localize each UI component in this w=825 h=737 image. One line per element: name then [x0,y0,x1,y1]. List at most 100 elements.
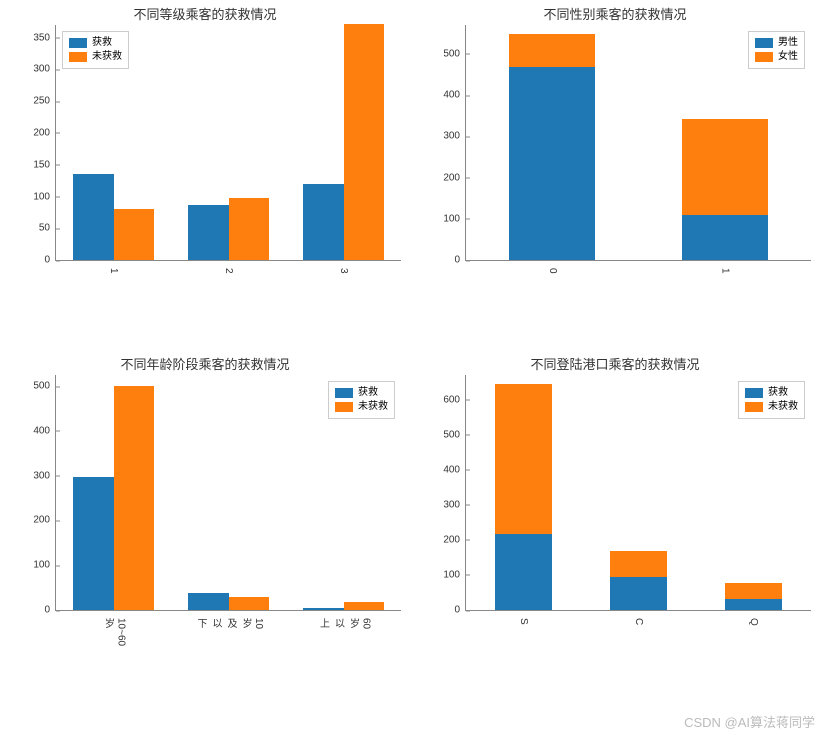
x-tick-label: 1 [719,260,730,274]
bar [188,593,228,610]
y-tick-label: 500 [443,429,466,440]
legend-item: 获救 [745,386,798,400]
legend-label: 女性 [778,50,798,64]
legend-swatch [335,388,353,398]
chart-title: 不同性别乘客的获救情况 [410,4,820,23]
legend-item: 获救 [335,386,388,400]
x-tick-label: 10~60岁 [101,610,127,646]
plot-area: 010020030040050001男性女性 [465,25,811,261]
y-tick-label: 0 [454,255,466,266]
bar [509,67,595,260]
y-tick-label: 100 [33,560,56,571]
y-tick-label: 300 [33,470,56,481]
legend-item: 未获救 [745,400,798,414]
bar [303,608,343,610]
bar [229,597,269,610]
panel-sex: 不同性别乘客的获救情况010020030040050001男性女性 [410,0,820,350]
y-tick-label: 100 [33,191,56,202]
plot-area: 050100150200250300350123获救未获救 [55,25,401,261]
y-tick-label: 200 [443,172,466,183]
legend-label: 未获救 [92,50,122,64]
bar [114,209,154,260]
legend-swatch [745,402,763,412]
bar [229,198,269,260]
y-tick-label: 300 [443,499,466,510]
bar [344,24,384,260]
y-tick-label: 100 [443,569,466,580]
legend-label: 未获救 [358,400,388,414]
y-tick-label: 200 [33,127,56,138]
bar [682,119,768,215]
bar [725,599,783,610]
y-tick-label: 400 [443,464,466,475]
legend-item: 获救 [69,36,122,50]
legend-label: 未获救 [768,400,798,414]
bar [188,205,228,260]
x-tick-label: C [633,610,644,625]
legend: 获救未获救 [328,381,395,419]
legend-label: 男性 [778,36,798,50]
legend: 获救未获救 [62,31,129,69]
legend-swatch [69,38,87,48]
y-tick-label: 400 [33,425,56,436]
legend-swatch [755,38,773,48]
y-tick-label: 0 [454,605,466,616]
panel-embarked: 不同登陆港口乘客的获救情况0100200300400500600SCQ获救未获救 [410,350,820,700]
x-tick-label: S [518,610,529,625]
bar [73,174,113,260]
y-tick-label: 300 [443,131,466,142]
legend-item: 未获救 [335,400,388,414]
x-tick-label: 10岁及以下 [193,610,264,629]
x-tick-label: 60岁以上 [316,610,372,629]
legend: 男性女性 [748,31,805,69]
plot-area: 010020030040050010~60岁10岁及以下60岁以上获救未获救 [55,375,401,611]
legend-label: 获救 [358,386,378,400]
y-tick-label: 150 [33,159,56,170]
legend-item: 未获救 [69,50,122,64]
y-tick-label: 400 [443,90,466,101]
y-tick-label: 200 [443,534,466,545]
bar [725,583,783,599]
legend-swatch [69,52,87,62]
x-tick-label: 0 [547,260,558,274]
bar [303,184,343,260]
bar [73,477,113,610]
y-tick-label: 350 [33,32,56,43]
x-tick-label: 3 [338,260,349,274]
bar [682,215,768,260]
legend-swatch [335,402,353,412]
y-tick-label: 300 [33,64,56,75]
chart-title: 不同等级乘客的获救情况 [0,4,410,23]
bar [610,577,668,610]
y-tick-label: 500 [443,48,466,59]
legend-item: 女性 [755,50,798,64]
legend-swatch [755,52,773,62]
legend-label: 获救 [768,386,788,400]
bar [344,602,384,610]
panel-pclass: 不同等级乘客的获救情况 050100150200250300350123获救未获救 [0,0,410,350]
legend: 获救未获救 [738,381,805,419]
plot-area: 0100200300400500600SCQ获救未获救 [465,375,811,611]
chart-title: 不同登陆港口乘客的获救情况 [410,354,820,373]
y-tick-label: 50 [39,223,56,234]
y-tick-label: 250 [33,96,56,107]
x-tick-label: Q [748,610,759,626]
legend-label: 获救 [92,36,112,50]
legend-item: 男性 [755,36,798,50]
y-tick-label: 600 [443,394,466,405]
bar [495,384,553,534]
y-tick-label: 0 [44,605,56,616]
y-tick-label: 200 [33,515,56,526]
subplot-grid: 不同等级乘客的获救情况050100150200250300350123获救未获救… [0,0,820,700]
bar [114,386,154,610]
y-tick-label: 500 [33,381,56,392]
figure: 不同等级乘客的获救情况050100150200250300350123获救未获救… [0,0,825,737]
chart-title: 不同年龄阶段乘客的获救情况 [0,354,410,373]
bar [509,34,595,67]
x-tick-label: 2 [223,260,234,274]
x-tick-label: 1 [108,260,119,274]
panel-age: 不同年龄阶段乘客的获救情况010020030040050010~60岁10岁及以… [0,350,410,700]
bar [610,551,668,577]
watermark: CSDN @AI算法蒋同学 [684,712,815,731]
y-tick-label: 100 [443,213,466,224]
